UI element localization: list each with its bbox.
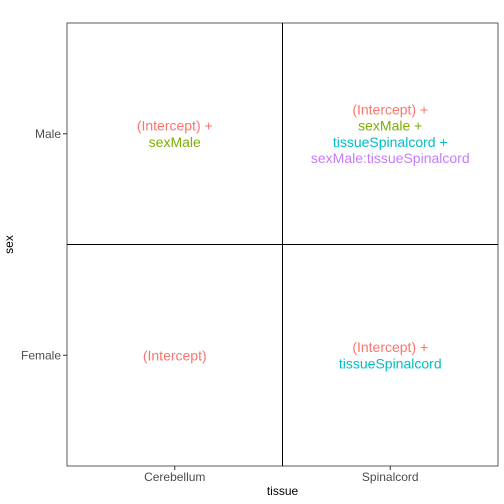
x-axis-title: tissue [267,484,299,498]
y-tick-label: Female [21,348,61,362]
cell-term-label: (Intercept) + [352,339,428,355]
x-tick-label: Spinalcord [362,470,419,484]
x-axis: Cerebellum Spinalcord [144,466,419,484]
y-tick-label: Male [35,127,61,141]
cell-term-label: sexMale [149,134,201,150]
y-axis-title: sex [2,235,16,254]
quadrant-dividers [67,23,498,466]
cell-labels: (Intercept) +sexMale(Intercept) +sexMale… [137,101,470,371]
cell-term-label: tissueSpinalcord [339,355,442,371]
cell-term-label: (Intercept) [143,347,207,363]
cell-term-label: (Intercept) + [352,101,428,117]
cell-term-label: tissueSpinalcord + [333,134,448,150]
y-axis: Female Male [21,127,67,362]
cell-term-label: sexMale + [358,118,422,134]
cell-term-label: sexMale:tissueSpinalcord [311,150,470,166]
x-tick-label: Cerebellum [144,470,205,484]
cell-term-label: (Intercept) + [137,118,213,134]
